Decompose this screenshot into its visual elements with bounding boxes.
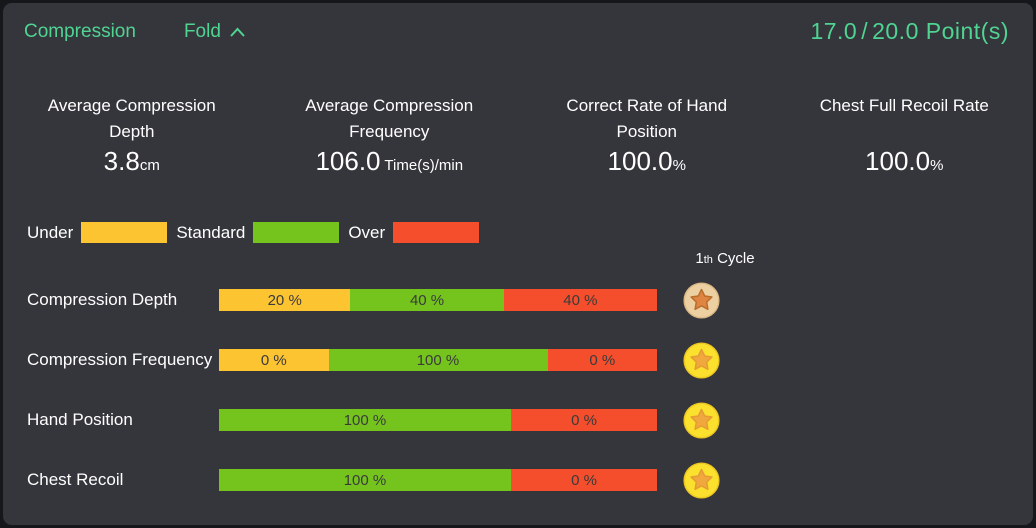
legend-swatch-under [81, 222, 168, 243]
bar-segment-under: 0 % [219, 349, 329, 371]
fold-button[interactable]: Fold [184, 21, 246, 43]
medal-gold-icon [682, 461, 720, 499]
panel-header: Compression Fold 17.0/20.0 Point(s) [3, 3, 1033, 45]
score-unit: Point(s) [925, 18, 1009, 44]
legend-label: Under [27, 222, 74, 242]
panel-title: Compression [24, 20, 136, 42]
stat-value: 3.8cm [103, 146, 160, 176]
legend-swatch-over [393, 222, 480, 243]
legend-label: Standard [176, 222, 246, 242]
stacked-bar: 20 % 40 % 40 % [219, 289, 657, 311]
stat-average-compression-frequency: Average Compression Frequency 106.0 Time… [261, 93, 519, 177]
stat-correct-rate-of-hand-position: Correct Rate of Hand Position 100.0% [518, 93, 776, 177]
medal-cell [657, 461, 745, 499]
stacked-bar: 0 % 100 % 0 % [219, 349, 657, 371]
score-separator: / [861, 18, 869, 44]
medal-gold-icon [682, 341, 720, 379]
stat-chest-full-recoil-rate: Chest Full Recoil Rate 100.0% [776, 93, 1034, 177]
bar-segment-standard: 100 % [219, 469, 511, 491]
bar-segment-over: 40 % [503, 289, 657, 311]
metric-rows: Compression Depth 20 % 40 % 40 % Compressi… [3, 270, 1033, 510]
metric-row: Hand Position 100 % 0 % [3, 390, 1033, 450]
legend-label: Over [348, 222, 386, 242]
bar-segment-standard: 100 % [328, 349, 548, 371]
stat-title: Average Compression Frequency [305, 96, 474, 141]
bar-segment-under: 20 % [219, 289, 351, 311]
metric-label: Compression Frequency [27, 350, 213, 369]
stat-title: Average Compression Depth [47, 96, 216, 141]
bar-segment-standard: 100 % [219, 409, 511, 431]
bar-segment-standard: 40 % [350, 289, 504, 311]
stat-unit: % [930, 157, 944, 174]
stat-title: Correct Rate of Hand Position [566, 96, 728, 141]
medal-bronze-icon [682, 281, 720, 319]
stat-unit: Time(s)/min [380, 157, 464, 174]
stat-value: 100.0% [865, 146, 944, 176]
stat-value: 100.0% [607, 146, 686, 176]
stat-unit: % [672, 157, 686, 174]
legend-item-under: Under [27, 222, 176, 243]
score-display: 17.0/20.0 Point(s) [810, 18, 1009, 45]
legend-item-standard: Standard [176, 222, 348, 243]
medal-cell [657, 281, 745, 319]
stacked-bar: 100 % 0 % [219, 469, 657, 491]
metric-row: Chest Recoil 100 % 0 % [3, 450, 1033, 510]
stat-unit: cm [139, 157, 160, 174]
chevron-up-icon [230, 27, 245, 37]
bar-segment-over: 0 % [511, 469, 657, 491]
bar-segment-over: 0 % [511, 409, 657, 431]
stat-value: 106.0 Time(s)/min [315, 146, 464, 176]
legend-swatch-standard [253, 222, 340, 243]
stat-average-compression-depth: Average Compression Depth 3.8cm [3, 93, 261, 177]
cycle-header-row: 1th Cycle [3, 250, 1033, 268]
medal-gold-icon [682, 401, 720, 439]
stacked-bar: 100 % 0 % [219, 409, 657, 431]
bar-segment-over: 0 % [547, 349, 657, 371]
metric-row: Compression Depth 20 % 40 % 40 % [3, 270, 1033, 330]
score-earned: 17.0 [810, 18, 858, 44]
cycle-header: 1th Cycle [695, 250, 755, 267]
metric-label: Compression Depth [27, 290, 178, 309]
metric-label: Chest Recoil [27, 470, 124, 489]
stat-title: Chest Full Recoil Rate [819, 96, 989, 115]
metric-label: Hand Position [27, 410, 133, 429]
score-total: 20.0 [872, 18, 919, 44]
summary-stats: Average Compression Depth 3.8cm Average … [3, 93, 1033, 177]
fold-button-label: Fold [183, 20, 221, 42]
medal-cell [657, 341, 745, 379]
legend: Under Standard Over [27, 222, 1033, 243]
medal-cell [657, 401, 745, 439]
legend-item-over: Over [348, 222, 488, 243]
metric-row: Compression Frequency 0 % 100 % 0 % [3, 330, 1033, 390]
